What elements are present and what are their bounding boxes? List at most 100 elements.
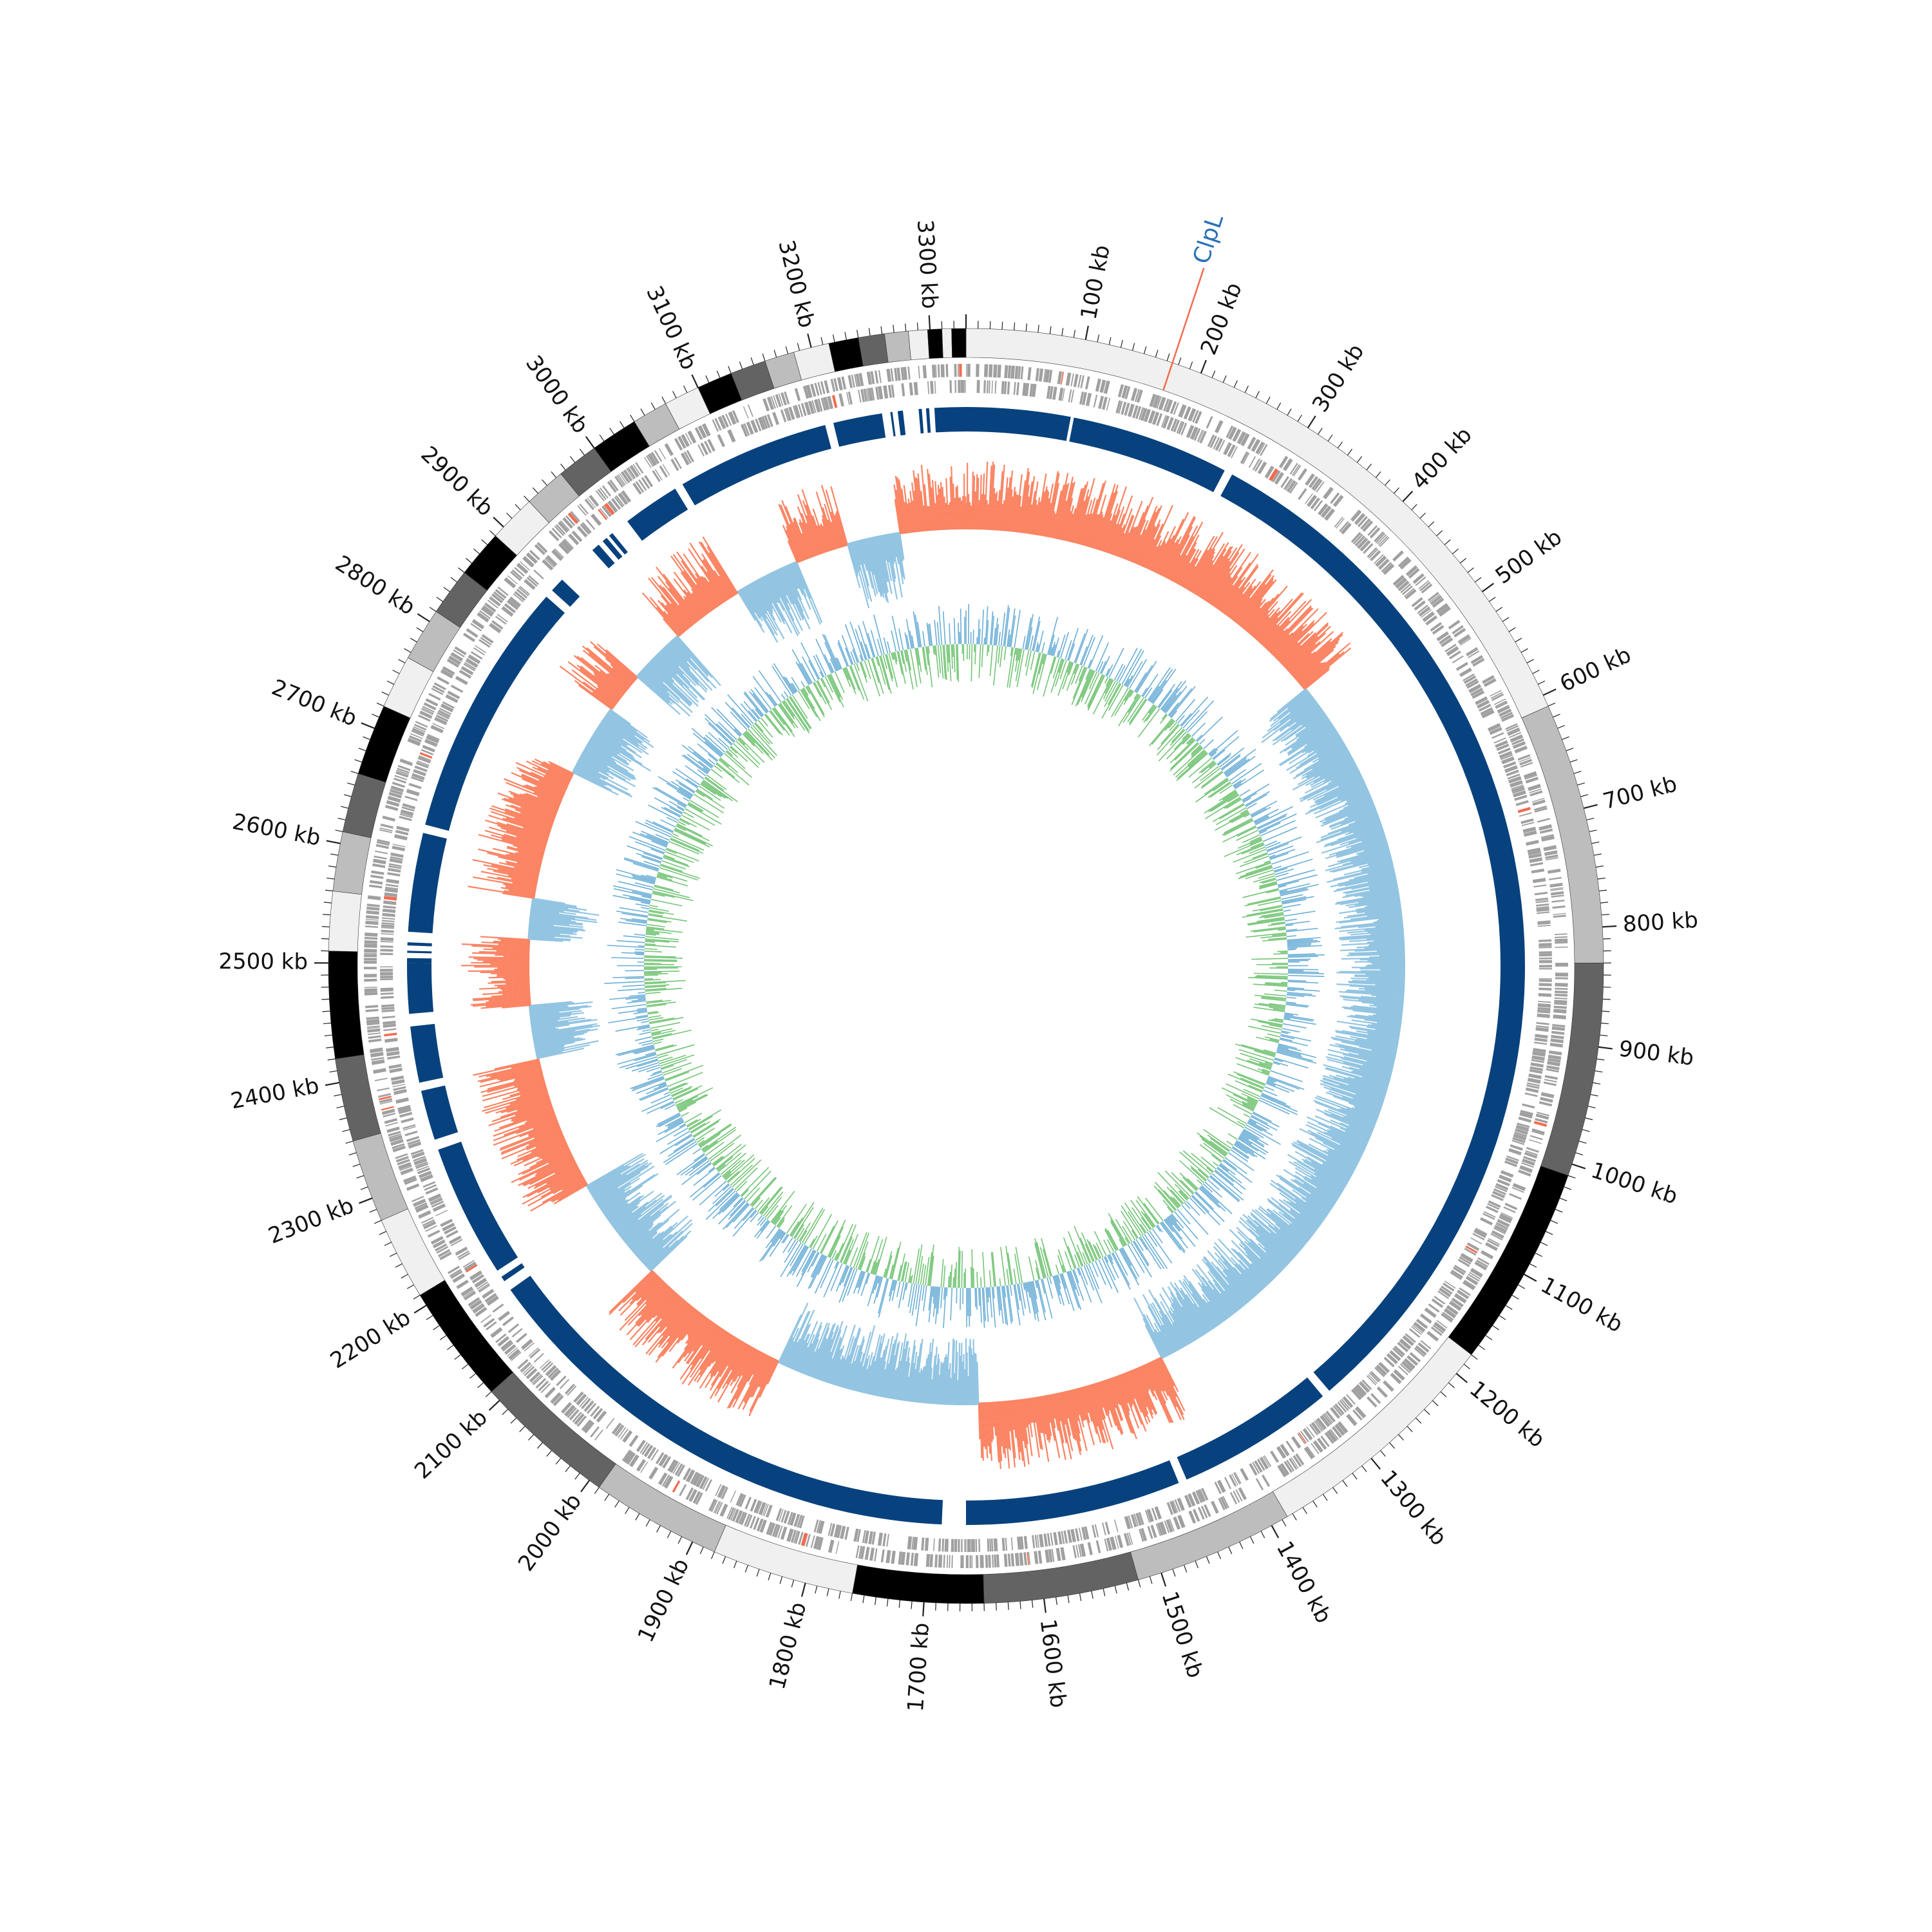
gc-below-bar xyxy=(1249,1058,1273,1067)
skew-bar xyxy=(1253,607,1280,637)
skew-bar xyxy=(1227,1269,1253,1298)
major-tick xyxy=(1583,804,1598,810)
forward-gene xyxy=(1512,741,1526,749)
forward-gene xyxy=(439,1251,452,1260)
forward-gene xyxy=(735,1510,743,1524)
gc-above-bar xyxy=(1239,1135,1269,1153)
skew-bar xyxy=(485,819,547,840)
reverse-gene xyxy=(1036,1535,1039,1548)
skew-bar xyxy=(659,1299,683,1328)
reverse-gene xyxy=(388,867,401,873)
reverse-gene xyxy=(1450,1271,1463,1280)
skew-bar xyxy=(1063,1392,1075,1439)
reverse-gene xyxy=(804,401,811,415)
reverse-gene xyxy=(853,1528,859,1542)
forward-gene xyxy=(626,468,634,480)
forward-gene xyxy=(450,1270,463,1280)
forward-gene xyxy=(1529,1139,1542,1144)
forward-gene xyxy=(1247,437,1256,450)
minor-tick xyxy=(1567,1175,1576,1179)
skew-bar xyxy=(531,910,589,919)
major-tick xyxy=(413,1305,427,1314)
skew-bar xyxy=(853,542,869,600)
skew-bar xyxy=(589,742,613,758)
skew-bar xyxy=(1177,562,1191,583)
minor-tick xyxy=(352,1164,361,1168)
minor-tick xyxy=(1056,1597,1057,1605)
skew-bar xyxy=(661,1308,694,1349)
forward-gene xyxy=(1378,535,1388,546)
reverse-gene xyxy=(1046,386,1051,399)
reverse-gene xyxy=(1411,1326,1422,1336)
gc-above-bar xyxy=(1049,647,1053,656)
skew-bar xyxy=(1012,1401,1021,1461)
skew-bar xyxy=(874,1350,886,1395)
skew-bar xyxy=(537,767,569,783)
skew-bar xyxy=(482,1079,544,1097)
forward-gene xyxy=(423,1221,437,1229)
gc-above-bar xyxy=(1286,994,1305,998)
skew-bar xyxy=(502,836,545,849)
skew-bar xyxy=(1329,1074,1386,1094)
skew-bar xyxy=(1258,1226,1294,1258)
forward-gene xyxy=(1240,433,1250,446)
forward-gene xyxy=(544,1387,556,1399)
reverse-gene xyxy=(397,1104,411,1112)
skew-bar xyxy=(600,723,624,740)
forward-gene xyxy=(1188,408,1197,422)
skew-bar xyxy=(1217,1258,1252,1299)
skew-bar xyxy=(1159,542,1176,574)
gc-above-bar xyxy=(1113,663,1124,681)
gc-above-bar xyxy=(1075,629,1089,664)
forward-gene xyxy=(1007,365,1012,379)
skew-bar xyxy=(1304,1175,1339,1198)
reverse-gene xyxy=(563,539,573,550)
gc-below-bar xyxy=(1178,1191,1188,1201)
gc-below-bar xyxy=(1201,770,1223,788)
reverse-gene xyxy=(1537,1007,1551,1011)
skew-bar xyxy=(1223,1260,1255,1296)
skew-bar xyxy=(943,1354,947,1404)
forward-gene xyxy=(781,392,787,406)
forward-gene xyxy=(493,591,505,601)
skew-bar xyxy=(1348,1102,1379,1114)
skew-bar xyxy=(925,1352,932,1403)
minor-tick xyxy=(1007,1602,1009,1610)
skew-bar xyxy=(479,985,529,990)
gc-below-bar xyxy=(1209,1107,1245,1129)
forward-gene xyxy=(778,393,784,406)
reverse-gene xyxy=(1101,396,1108,410)
skew-bar xyxy=(639,673,670,702)
reverse-gene xyxy=(1538,993,1551,997)
skew-bar xyxy=(591,1173,621,1193)
skew-bar xyxy=(1328,1090,1381,1110)
gc-below-bar xyxy=(1108,683,1121,705)
gc-above-bar xyxy=(1204,1181,1223,1198)
skew-bar xyxy=(513,1073,542,1082)
skew-bar xyxy=(1339,932,1403,939)
reverse-gene xyxy=(1143,408,1151,422)
forward-gene xyxy=(1470,655,1483,665)
gc-above-bar xyxy=(1283,909,1291,912)
reverse-gene xyxy=(1254,459,1263,472)
forward-gene xyxy=(583,1421,594,1434)
gc-below-bar xyxy=(1094,1231,1107,1256)
skew-bar xyxy=(594,733,635,759)
gc-below-bar xyxy=(1241,1044,1276,1056)
skew-bar xyxy=(848,1345,862,1388)
skew-bar xyxy=(1275,1233,1298,1253)
skew-bar xyxy=(648,577,690,628)
reverse-gene xyxy=(603,502,615,516)
forward-gene xyxy=(988,364,993,377)
forward-gene xyxy=(366,1027,381,1029)
skew-bar xyxy=(589,1165,630,1191)
reverse-gene xyxy=(1177,1497,1185,1511)
forward-gene xyxy=(1458,635,1471,645)
skew-bar xyxy=(676,551,716,608)
gc-above-bar xyxy=(1139,1237,1148,1251)
skew-bar xyxy=(670,641,697,670)
skew-bar xyxy=(1310,782,1364,808)
gc-below-bar xyxy=(1255,862,1272,869)
gc-below-bar xyxy=(1104,1229,1117,1251)
reverse-gene xyxy=(758,1502,766,1515)
